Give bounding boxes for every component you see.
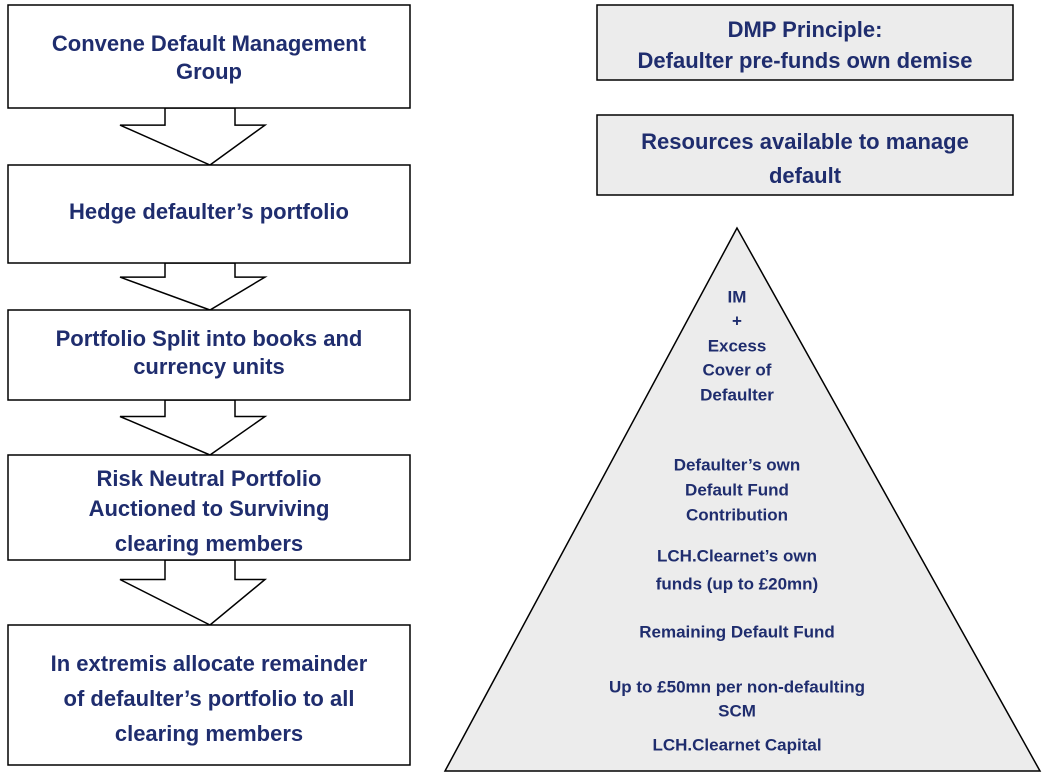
pyramid-text: funds (up to £20mn): [656, 574, 818, 593]
pyramid-text: IM: [728, 287, 747, 306]
flow-box: [7, 624, 411, 766]
pyramid-text: LCH.Clearnet’s own: [657, 546, 817, 565]
flow-text: Auctioned to Surviving: [89, 496, 330, 521]
flow-box: [7, 454, 411, 561]
flow-box: [7, 4, 411, 109]
info-text: Defaulter pre-funds own demise: [638, 48, 973, 73]
pyramid-text: +: [732, 311, 742, 330]
flow-text: Risk Neutral Portfolio: [97, 466, 322, 491]
flow-text: Group: [176, 59, 242, 84]
flow-text: Portfolio Split into books and: [56, 326, 363, 351]
pyramid-text: Default Fund: [685, 480, 789, 499]
pyramid-text: Cover of: [703, 360, 772, 379]
pyramid-text: Excess: [708, 336, 767, 355]
pyramid-text: SCM: [718, 701, 756, 720]
info-box: [596, 114, 1014, 196]
flow-arrow: [119, 262, 268, 311]
flow-arrow: [119, 107, 268, 166]
flow-text: Hedge defaulter’s portfolio: [69, 199, 349, 224]
flow-box: [7, 164, 411, 264]
info-text: Resources available to manage: [641, 129, 969, 154]
info-text: default: [769, 163, 842, 188]
flow-box: [7, 309, 411, 401]
flow-text: currency units: [133, 354, 285, 379]
flow-text: clearing members: [115, 531, 303, 556]
flow-text: In extremis allocate remainder: [51, 651, 368, 676]
pyramid-text: Up to £50mn per non-defaulting: [609, 677, 865, 696]
pyramid-text: Contribution: [686, 505, 788, 524]
pyramid-text: LCH.Clearnet Capital: [652, 735, 821, 754]
pyramid-text: Remaining Default Fund: [639, 622, 835, 641]
flow-arrow: [119, 559, 268, 626]
pyramid-text: Defaulter’s own: [674, 455, 801, 474]
pyramid: [443, 226, 1042, 772]
flow-text: clearing members: [115, 721, 303, 746]
pyramid-text: Defaulter: [700, 385, 774, 404]
flow-arrow: [119, 399, 268, 456]
info-box: [596, 4, 1014, 81]
flow-text: Convene Default Management: [52, 31, 367, 56]
info-text: DMP Principle:: [728, 17, 883, 42]
flow-text: of defaulter’s portfolio to all: [64, 686, 355, 711]
